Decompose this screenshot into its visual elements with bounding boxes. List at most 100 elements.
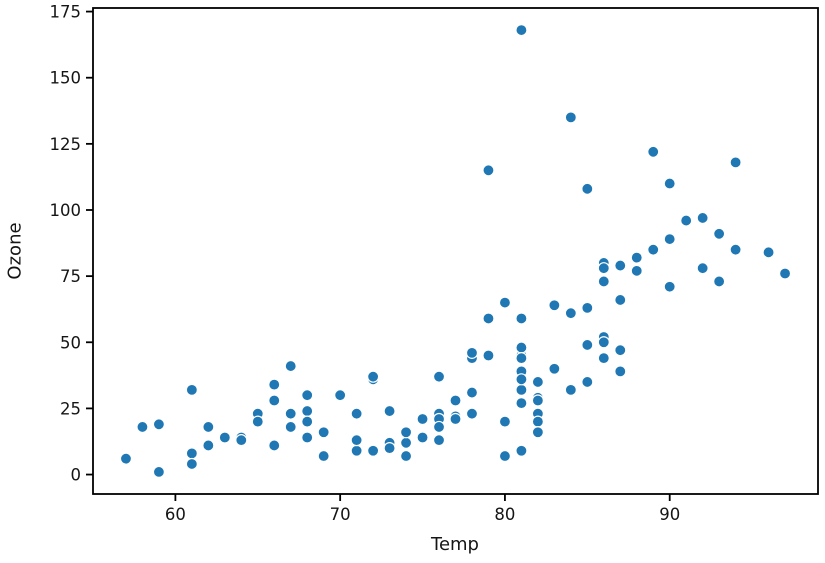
- data-point: [515, 352, 528, 365]
- data-point: [301, 389, 314, 402]
- data-point: [152, 465, 166, 479]
- data-point: [416, 431, 429, 444]
- data-point: [647, 243, 660, 256]
- data-point: [564, 383, 577, 396]
- data-point: [301, 431, 314, 444]
- y-tick-label: 0: [71, 466, 82, 485]
- data-point: [284, 420, 297, 434]
- data-point: [449, 412, 462, 426]
- data-point: [482, 312, 495, 325]
- data-point: [581, 338, 594, 352]
- data-point: [614, 344, 627, 357]
- data-point: [317, 449, 330, 463]
- data-point: [383, 441, 396, 455]
- data-point: [367, 370, 380, 383]
- x-axis-label: Temp: [431, 534, 479, 555]
- data-point: [383, 404, 396, 418]
- data-point: [317, 426, 330, 439]
- data-point: [564, 111, 577, 124]
- data-point: [185, 457, 198, 471]
- data-point: [713, 227, 726, 240]
- data-point: [713, 275, 726, 288]
- data-point: [432, 420, 446, 434]
- data-point: [515, 373, 528, 386]
- data-point: [597, 352, 610, 365]
- data-point: [465, 386, 479, 399]
- data-point: [301, 404, 314, 418]
- y-tick-label: 150: [50, 69, 82, 88]
- data-point: [696, 211, 709, 225]
- data-point: [152, 418, 166, 431]
- data-point: [185, 447, 198, 460]
- data-point: [251, 415, 264, 428]
- x-tick-label: 60: [165, 505, 186, 524]
- data-point: [680, 214, 693, 227]
- data-point: [268, 378, 281, 391]
- data-point: [647, 145, 660, 158]
- data-point: [597, 275, 610, 288]
- data-point: [614, 365, 627, 378]
- data-point: [301, 415, 314, 428]
- data-point: [531, 426, 544, 439]
- data-point: [515, 23, 528, 37]
- data-point: [119, 452, 133, 465]
- data-point: [778, 267, 792, 280]
- data-point: [399, 436, 413, 449]
- data-point: [515, 312, 528, 325]
- data-point: [729, 243, 742, 256]
- data-point: [284, 407, 297, 420]
- data-point: [136, 420, 149, 434]
- y-tick-label: 175: [50, 3, 82, 22]
- data-point: [597, 262, 610, 275]
- data-point: [482, 349, 495, 362]
- data-point: [663, 177, 676, 190]
- data-point: [268, 439, 281, 452]
- data-point: [498, 449, 512, 463]
- data-point: [185, 383, 198, 396]
- y-tick-label: 25: [60, 399, 81, 418]
- data-point: [399, 426, 413, 439]
- data-point: [268, 394, 281, 407]
- data-point: [548, 299, 561, 312]
- data-point: [202, 439, 215, 452]
- data-point: [581, 182, 594, 195]
- data-point: [696, 262, 709, 275]
- data-point: [663, 232, 676, 246]
- y-tick-label: 50: [60, 333, 81, 352]
- y-tick-label: 100: [50, 201, 82, 220]
- data-point: [350, 444, 363, 457]
- data-point: [531, 415, 544, 428]
- data-point: [729, 156, 742, 169]
- data-point: [465, 346, 479, 359]
- data-point: [465, 407, 479, 420]
- data-point: [564, 307, 577, 320]
- y-tick-label: 75: [60, 267, 81, 286]
- data-point: [515, 383, 528, 396]
- data-point: [498, 415, 512, 428]
- data-point: [515, 397, 528, 410]
- data-point: [235, 434, 248, 447]
- data-point: [416, 412, 429, 426]
- data-point: [630, 251, 643, 264]
- data-point: [515, 341, 528, 354]
- data-point: [630, 264, 643, 277]
- data-point: [449, 394, 462, 407]
- data-point: [581, 301, 594, 314]
- data-point: [597, 336, 610, 349]
- y-axis-label: Ozone: [4, 222, 26, 280]
- x-tick-label: 90: [659, 505, 680, 524]
- data-point: [548, 362, 561, 375]
- data-point: [581, 375, 594, 389]
- data-point: [334, 389, 347, 402]
- data-point: [350, 434, 363, 447]
- data-point: [432, 434, 446, 447]
- data-point: [614, 259, 627, 272]
- data-point: [432, 370, 446, 383]
- x-tick-label: 70: [330, 505, 351, 524]
- y-tick-label: 125: [50, 135, 82, 154]
- data-point: [614, 293, 627, 307]
- data-point: [284, 359, 297, 373]
- data-point: [531, 394, 544, 407]
